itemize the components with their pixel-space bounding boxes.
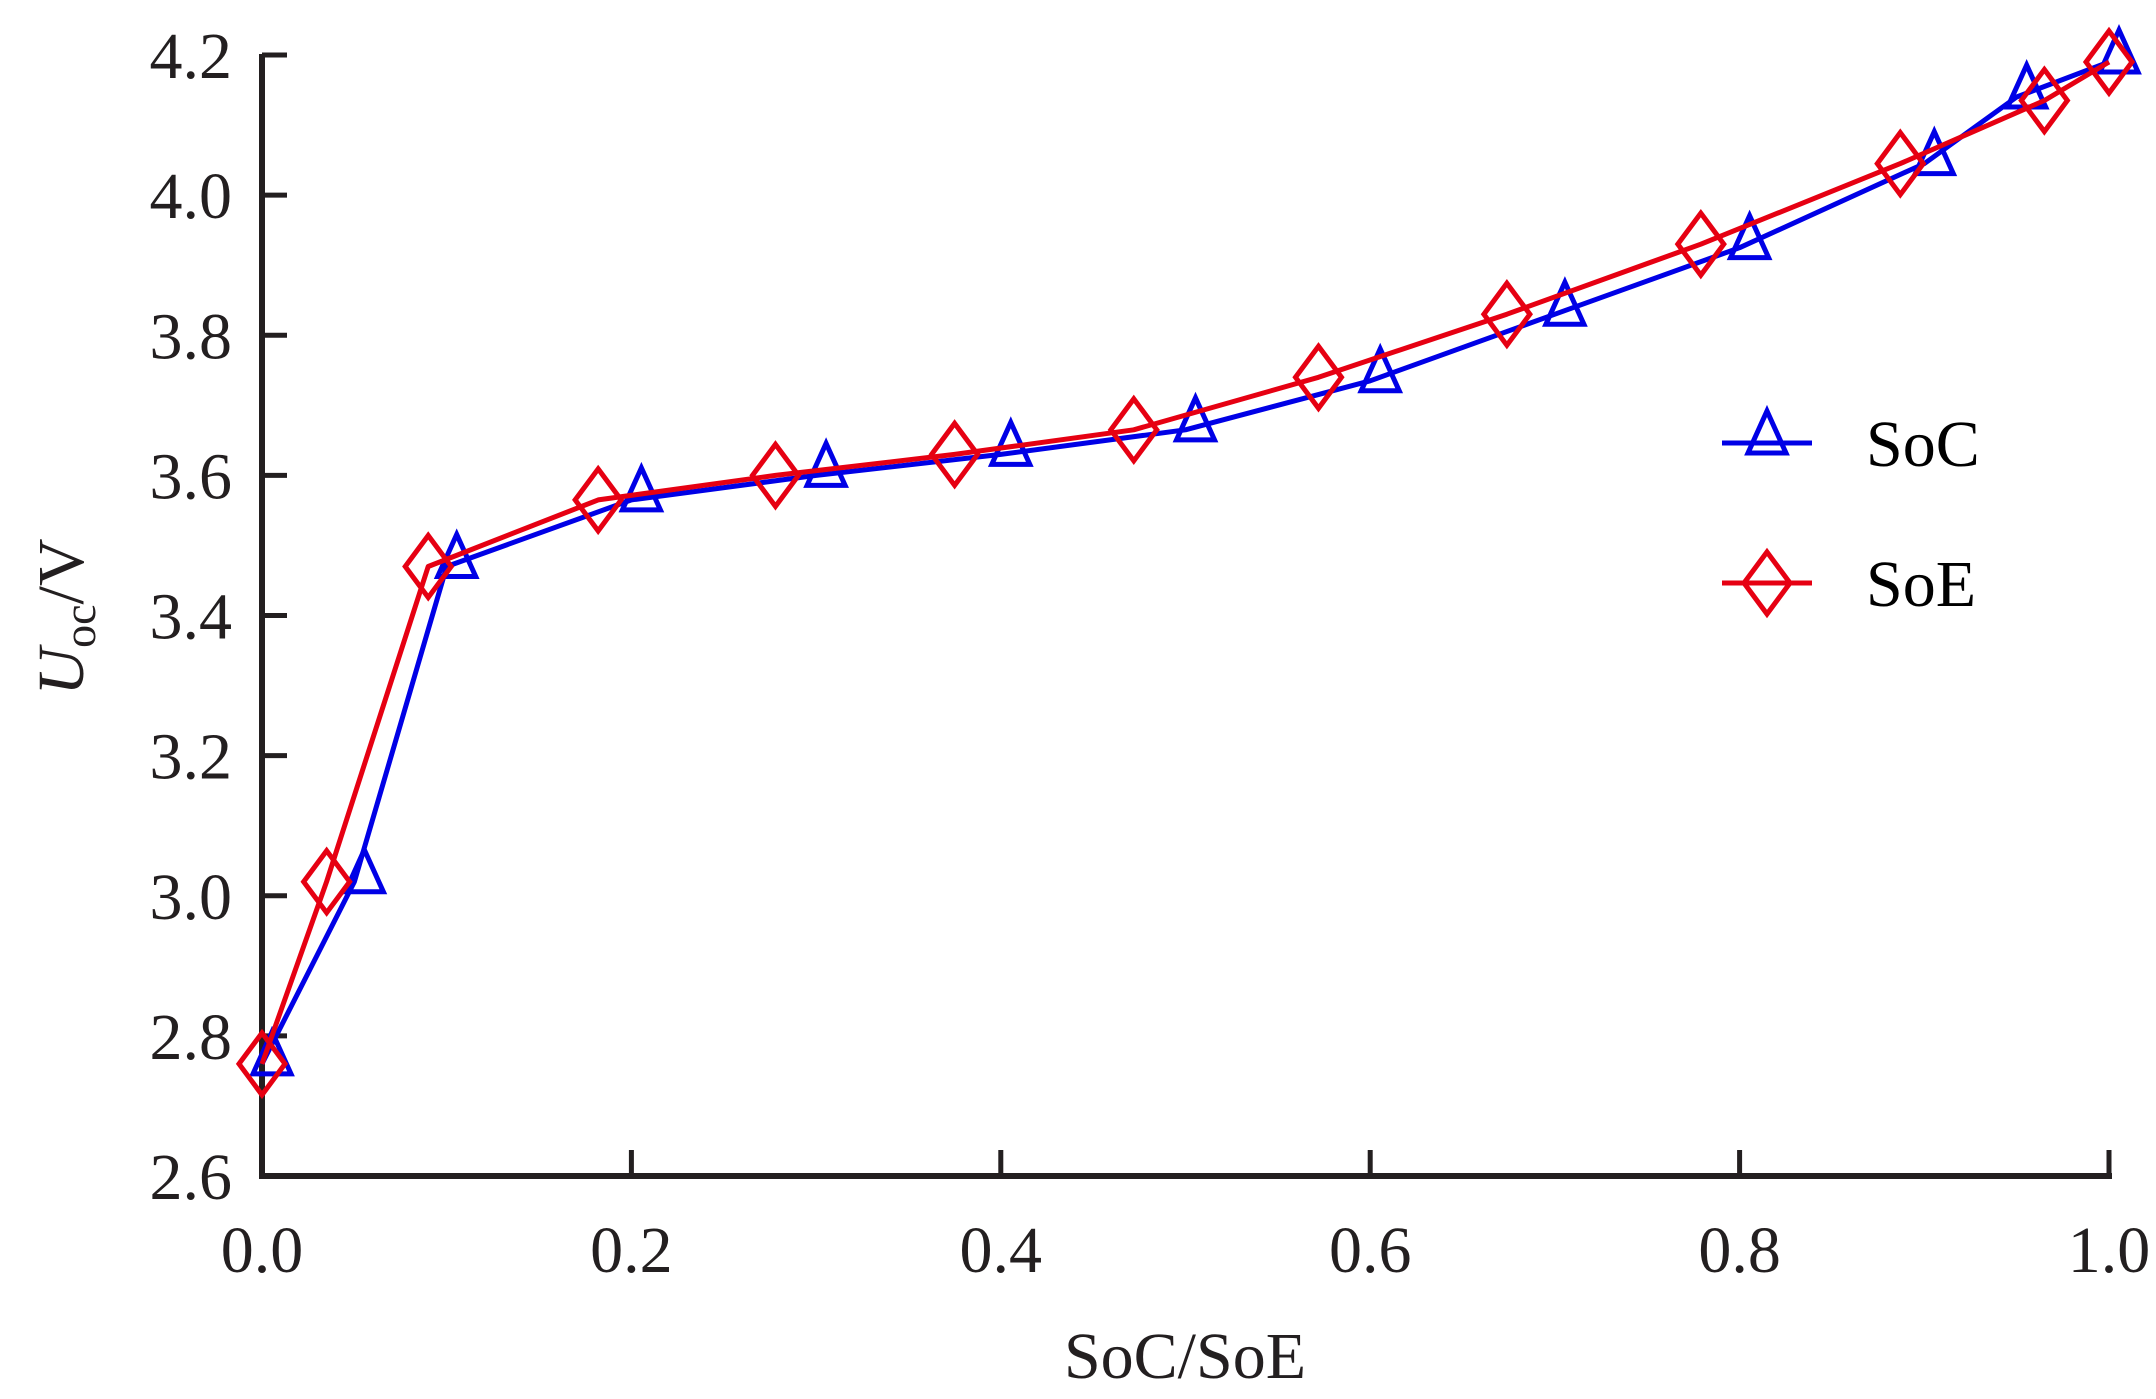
data-point-soc — [249, 1025, 295, 1077]
series-soe — [235, 26, 2136, 1100]
x-tick-label: 1.0 — [2068, 1214, 2151, 1287]
y-axis-title-main: U — [25, 644, 98, 696]
data-point-soc — [618, 461, 665, 513]
data-point-soc — [1357, 342, 1404, 394]
y-tick-label: 2.8 — [150, 1001, 233, 1074]
legend-diamond-icon — [1740, 547, 1794, 619]
axes — [259, 54, 2112, 1179]
legend-label-soe: SoE — [1866, 548, 1976, 621]
data-point-soc — [1726, 209, 1773, 261]
x-tick-label: 0.8 — [1698, 1214, 1781, 1287]
data-point-soe — [928, 419, 981, 490]
legend-item-soc: SoC — [1722, 404, 1980, 481]
x-tick-label: 0.0 — [221, 1214, 304, 1287]
x-tick-label: 0.2 — [590, 1214, 673, 1287]
series-layer — [235, 23, 2142, 1100]
y-tick-label: 3.6 — [150, 440, 233, 513]
y-axis-title-subscript: oc — [54, 604, 105, 647]
series-line-soc — [259, 59, 2110, 1066]
data-point-soc — [433, 528, 480, 579]
data-point-soe — [1480, 279, 1533, 350]
data-point-soe — [2018, 65, 2071, 136]
y-tick-label: 3.2 — [150, 721, 233, 794]
data-point-soe — [1107, 394, 1160, 466]
x-tick-label: 0.6 — [1329, 1214, 1412, 1287]
legend-item-soe: SoE — [1722, 547, 1976, 621]
x-ticks: 0.0 0.2 0.4 0.6 0.8 1.0 — [221, 1150, 2151, 1287]
series-soc — [249, 23, 2142, 1077]
data-point-soe — [235, 1028, 289, 1100]
x-axis-title: SoC/SoE — [1064, 1320, 1306, 1393]
y-tick-label: 3.8 — [150, 300, 233, 373]
y-axis-title-suffix: /V — [25, 538, 98, 604]
legend-triangle-icon — [1744, 404, 1790, 456]
data-point-soe — [300, 846, 353, 917]
data-point-soe — [1292, 342, 1345, 413]
x-tick-label: 0.4 — [960, 1214, 1043, 1287]
data-point-soe — [402, 531, 455, 602]
data-point-soe — [749, 440, 802, 511]
data-point-soc — [1542, 276, 1588, 327]
series-line-soe — [259, 59, 2111, 1065]
y-tick-label: 4.2 — [150, 20, 233, 93]
y-tick-label: 3.0 — [150, 861, 233, 934]
y-axis-title: Uoc/V — [25, 538, 105, 695]
data-point-soe — [1874, 128, 1927, 199]
data-point-soc — [1172, 391, 1219, 443]
y-ticks: 2.6 2.8 3.0 3.2 3.4 3.6 3.8 4.0 4.2 — [150, 20, 287, 1214]
y-tick-label: 3.4 — [150, 581, 233, 654]
legend: SoC SoE — [1722, 404, 1980, 621]
data-point-soc — [2096, 23, 2142, 75]
data-point-soc — [341, 843, 388, 895]
data-point-soc — [803, 437, 849, 488]
data-point-soe — [572, 464, 625, 536]
y-tick-label: 4.0 — [150, 160, 233, 233]
legend-label-soc: SoC — [1866, 408, 1980, 481]
data-point-soe — [2082, 26, 2136, 98]
y-tick-label: 2.6 — [150, 1141, 233, 1214]
data-point-soe — [1674, 208, 1727, 280]
